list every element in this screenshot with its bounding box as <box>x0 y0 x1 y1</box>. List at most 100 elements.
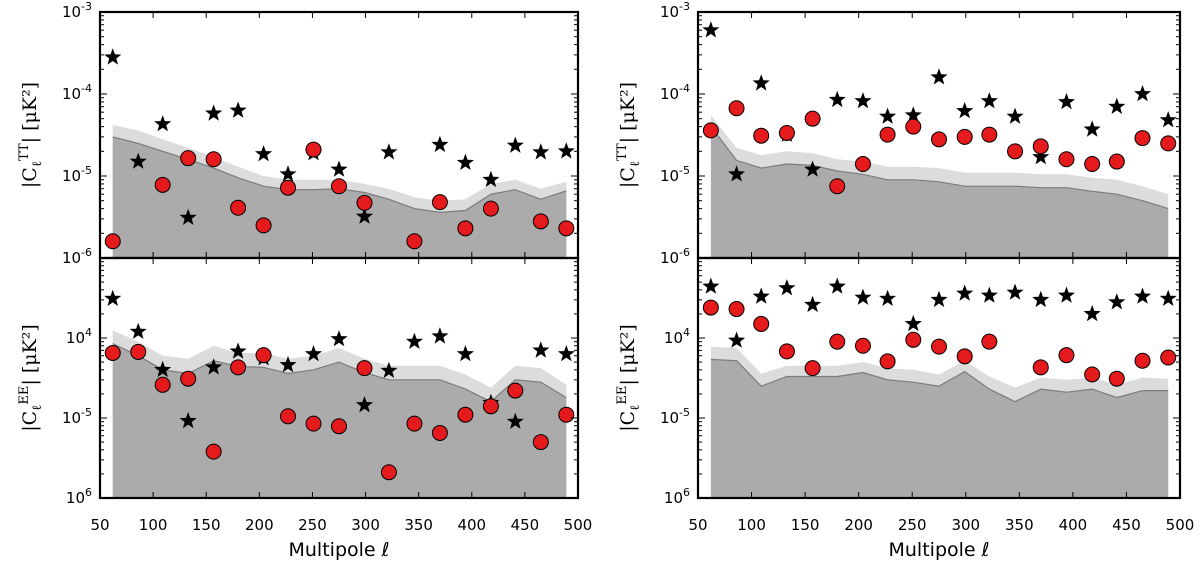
star-point <box>330 330 348 347</box>
y-tick-base: 10 <box>660 3 679 21</box>
x-tick-label: 150 <box>192 516 221 534</box>
y-label-tail: | [μK²] <box>617 82 639 143</box>
y-tick-exponent: -5 <box>679 406 690 419</box>
y-label-tail: | [μK²] <box>617 324 639 385</box>
y-label-sup: TT <box>17 143 32 161</box>
star-point <box>804 160 822 177</box>
circle-point <box>1032 138 1049 155</box>
star-point <box>1108 97 1126 114</box>
star-point <box>804 295 822 313</box>
y-axis-label: |CℓEE| [μK²] <box>17 324 45 432</box>
y-tick-base: 10 <box>660 85 679 103</box>
x-tick-label: 300 <box>951 516 980 534</box>
circle-point <box>1058 347 1075 364</box>
x-tick-label: 450 <box>1112 516 1141 534</box>
circle-point <box>356 194 373 211</box>
circle-point <box>778 124 795 141</box>
y-tick-base: 10 <box>62 85 81 103</box>
star-point <box>854 288 872 305</box>
star-point <box>752 287 770 304</box>
x-tick-label: 50 <box>688 516 707 534</box>
y-label-sub: ℓ <box>628 405 643 411</box>
star-point <box>728 165 746 182</box>
circle-point <box>905 331 922 348</box>
star-point <box>557 345 575 362</box>
circle-point <box>1032 359 1049 376</box>
star-point <box>154 360 172 378</box>
y-label-main: |C <box>19 167 41 188</box>
x-tick-label: 300 <box>351 516 380 534</box>
star-point <box>179 208 197 225</box>
star-point <box>506 412 524 429</box>
star-point <box>956 102 974 119</box>
x-tick-label: 500 <box>1166 516 1195 534</box>
x-tick-label: 100 <box>139 516 168 534</box>
y-label-tail: | [μK²] <box>19 82 41 143</box>
star-point <box>1006 283 1024 300</box>
plot-area <box>104 289 575 498</box>
y-tick-label: 10-4 <box>660 82 690 103</box>
star-point <box>702 21 720 38</box>
star-point <box>1032 148 1050 165</box>
y-tick-label: 104 <box>664 326 690 347</box>
star-point <box>728 331 746 348</box>
star-point <box>828 277 846 294</box>
star-point <box>380 143 398 160</box>
star-point <box>482 170 500 187</box>
y-tick-base: 10 <box>660 167 679 185</box>
star-point <box>431 135 449 153</box>
axes-frame <box>98 256 580 500</box>
star-point <box>904 106 922 123</box>
plot-area <box>104 48 575 258</box>
star-point <box>1083 120 1101 137</box>
y-tick-exponent: 6 <box>85 486 92 499</box>
star-point <box>205 358 223 375</box>
y-label-tail: | [μK²] <box>19 324 41 385</box>
circle-point <box>431 194 448 211</box>
circle-point <box>205 151 222 168</box>
circle-point <box>1108 370 1125 387</box>
circle-point <box>981 126 998 143</box>
circle-point <box>1134 352 1151 369</box>
circle-point <box>180 150 197 167</box>
y-tick-exponent: 4 <box>85 326 92 339</box>
y-tick-label: 104 <box>66 326 92 347</box>
circle-point <box>532 213 549 230</box>
circle-point <box>804 360 821 377</box>
y-tick-exponent: -5 <box>81 406 92 419</box>
y-label-sup: EE <box>17 386 32 405</box>
panel-ee-left: 50 100 150 200 250 300 350 400 450 50010410-5106|… <box>17 256 592 534</box>
circle-point <box>1108 153 1125 170</box>
confidence-band-edge <box>710 126 1169 210</box>
y-tick-exponent: -5 <box>81 164 92 177</box>
circle-point <box>457 406 474 423</box>
circle-point <box>879 353 896 370</box>
circle-point <box>280 179 297 196</box>
circle-point <box>1084 366 1101 383</box>
star-point <box>879 289 897 306</box>
circle-point <box>104 233 121 250</box>
confidence-band-inner <box>112 136 567 258</box>
circle-point <box>280 408 297 425</box>
circle-point <box>406 415 423 432</box>
y-label-sub: ℓ <box>628 161 643 167</box>
y-tick-base: 10 <box>62 249 81 267</box>
star-point <box>752 74 770 91</box>
circle-point <box>255 347 272 364</box>
circle-point <box>154 376 171 393</box>
star-point <box>532 341 550 358</box>
y-tick-exponent: -3 <box>81 0 92 13</box>
axes-frame <box>696 256 1182 500</box>
y-label-sup: TT <box>615 143 630 161</box>
confidence-band-edge <box>710 358 1169 403</box>
star-point <box>104 289 122 306</box>
y-tick-label: 10-3 <box>660 0 690 21</box>
y-tick-label: 10-3 <box>62 0 92 21</box>
circle-point <box>702 299 719 316</box>
panel-ee-right: 50 100 150 200 250 300 350 400 450 50010410-5106|… <box>615 256 1195 534</box>
star-point <box>956 284 974 301</box>
y-tick-label: 106 <box>66 486 92 507</box>
star-point <box>405 332 423 349</box>
x-tick-label: 50 <box>90 516 109 534</box>
circle-point <box>753 315 770 332</box>
